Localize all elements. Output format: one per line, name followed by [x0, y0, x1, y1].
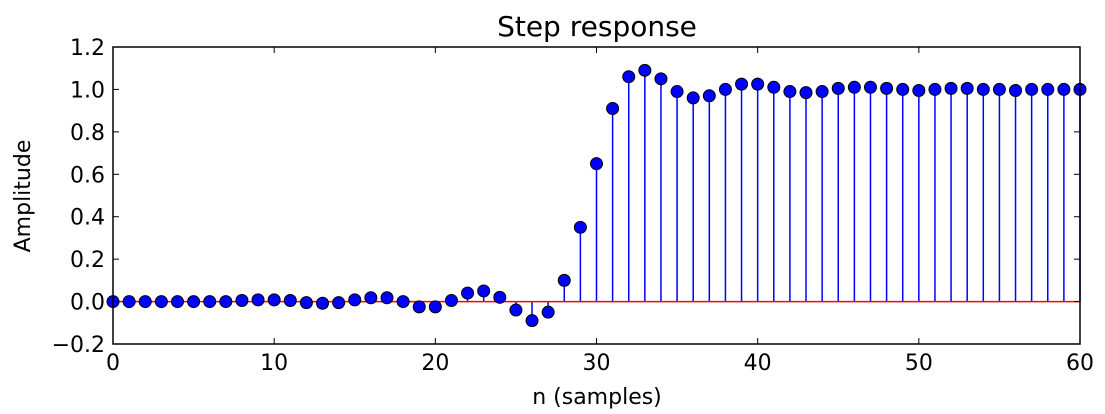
stem-marker: [928, 82, 942, 96]
x-tick-label: 0: [106, 351, 120, 376]
stem-marker: [267, 293, 281, 307]
y-tick-label: 1.2: [70, 36, 105, 61]
stem-marker: [992, 82, 1006, 96]
stem-marker: [896, 82, 910, 96]
stem-marker: [944, 81, 958, 95]
stem-marker: [976, 82, 990, 96]
stem-marker: [912, 83, 926, 97]
stem-marker: [525, 314, 539, 328]
stem-marker: [718, 82, 732, 96]
stem-marker: [235, 294, 249, 308]
stem-marker: [831, 81, 845, 95]
stem-marker: [380, 291, 394, 305]
stem-marker: [606, 102, 620, 116]
x-axis-label: n (samples): [532, 385, 662, 410]
stem-marker: [686, 91, 700, 105]
stem-marker: [299, 296, 313, 310]
stem-marker: [783, 85, 797, 99]
stem-marker: [1041, 82, 1055, 96]
x-tick-label: 60: [1066, 351, 1094, 376]
y-tick-label: 0.4: [70, 206, 105, 231]
stem-marker: [138, 295, 152, 309]
stem-marker: [509, 303, 523, 317]
stem-marker: [1009, 83, 1023, 97]
stem-marker: [1025, 82, 1039, 96]
y-tick-label: 0.8: [70, 121, 105, 146]
stem-marker: [461, 286, 475, 300]
stem-marker: [332, 296, 346, 310]
stem-marker: [219, 295, 233, 309]
stem-marker: [251, 293, 265, 307]
stem-marker: [622, 70, 636, 84]
x-tick-label: 20: [421, 351, 449, 376]
y-tick-label: 0.6: [70, 163, 105, 188]
stem-marker: [863, 80, 877, 94]
stem-marker: [412, 300, 426, 314]
stem-marker: [364, 291, 378, 305]
axis-ticks: 0 10 20 30 40 50 60 −0.2 0.0 0.2 0.4 0.6 0.8 1.0 1.2: [52, 36, 1094, 376]
stem-marker: [847, 80, 861, 94]
stem-marker: [122, 295, 136, 309]
x-tick-label: 50: [905, 351, 933, 376]
y-tick-label: 0.2: [70, 248, 105, 273]
stem-marker: [960, 81, 974, 95]
stem-marker: [477, 284, 491, 298]
stem-marker: [170, 295, 184, 309]
stem-marker: [348, 293, 362, 307]
stem-marker: [751, 77, 765, 91]
stem-marker: [735, 77, 749, 91]
stem-marker: [654, 72, 668, 86]
stem-marker: [316, 296, 330, 310]
x-tick-label: 40: [744, 351, 772, 376]
stem-marker: [880, 81, 894, 95]
plot-area: [106, 63, 1087, 328]
stem-marker: [396, 295, 410, 309]
stem-marker: [702, 89, 716, 103]
stem-marker: [493, 290, 507, 304]
stem-marker: [638, 63, 652, 77]
chart-title: Step response: [497, 10, 697, 43]
stem-marker: [1057, 82, 1071, 96]
stem-marker: [154, 295, 168, 309]
stem-marker: [203, 295, 217, 309]
stem-marker: [187, 295, 201, 309]
stem-marker: [670, 85, 684, 99]
stem-marker: [573, 220, 587, 234]
y-axis-label: Amplitude: [11, 140, 36, 253]
stem-marker: [444, 294, 458, 308]
stem-marker: [767, 80, 781, 94]
stem-marker: [590, 157, 603, 171]
stem-marker: [799, 86, 813, 100]
stem-marker: [283, 294, 297, 308]
y-tick-label: 0.0: [70, 291, 105, 316]
stem-marker: [428, 300, 442, 314]
y-tick-label: 1.0: [70, 78, 105, 103]
y-tick-label: −0.2: [52, 333, 105, 358]
stem-marker: [557, 273, 571, 287]
x-tick-label: 30: [583, 351, 611, 376]
stem-marker: [541, 305, 555, 319]
stem-marker: [815, 85, 829, 99]
x-tick-label: 10: [260, 351, 288, 376]
